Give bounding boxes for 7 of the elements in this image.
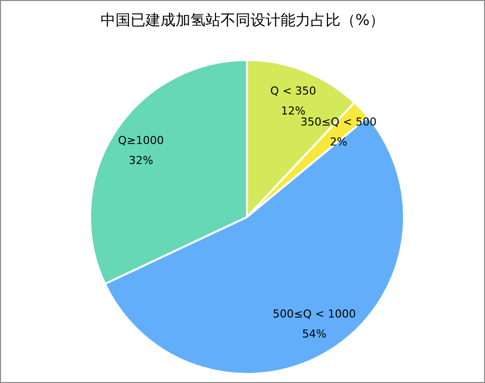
slice-label: Q < 350 (270, 84, 316, 98)
data-label: 54% (302, 328, 327, 341)
data-label: 32% (128, 154, 154, 168)
slice-label: Q≥1000 (118, 134, 164, 148)
data-label: 12% (281, 104, 306, 118)
slice-label: 500≤Q < 1000 (272, 308, 356, 321)
chart-title: 中国已建成加氢站不同设计能力占比（%） (99, 11, 386, 30)
